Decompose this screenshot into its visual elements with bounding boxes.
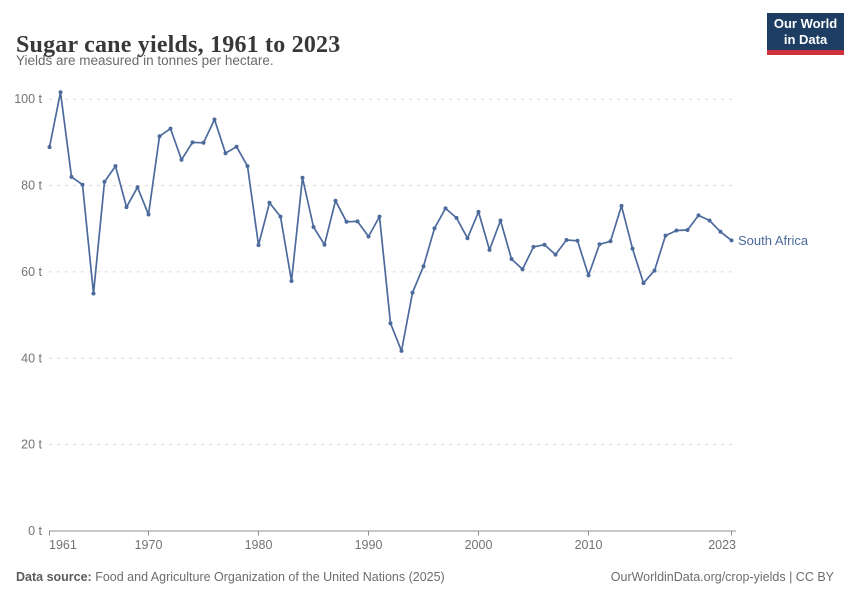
data-point[interactable]	[553, 252, 558, 257]
y-tick-label: 0 t	[28, 524, 42, 538]
data-point[interactable]	[476, 209, 481, 214]
data-point[interactable]	[113, 164, 118, 169]
data-point[interactable]	[630, 246, 635, 251]
data-point[interactable]	[498, 218, 503, 223]
data-point[interactable]	[124, 205, 129, 210]
x-tick-label: 1980	[245, 538, 273, 552]
data-point[interactable]	[333, 198, 338, 203]
data-line[interactable]	[48, 91, 733, 352]
data-point[interactable]	[278, 214, 283, 219]
data-point[interactable]	[377, 214, 382, 219]
x-tick-label: 1970	[135, 538, 163, 552]
data-point[interactable]	[421, 264, 426, 269]
data-point[interactable]	[388, 321, 393, 326]
y-tick-label: 40 t	[21, 351, 42, 365]
data-point[interactable]	[47, 145, 52, 150]
data-point[interactable]	[652, 268, 657, 273]
data-point[interactable]	[542, 242, 547, 247]
x-tick-label: 1961	[49, 538, 77, 552]
data-point[interactable]	[454, 215, 459, 220]
data-point[interactable]	[234, 144, 239, 149]
data-point[interactable]	[575, 238, 580, 243]
data-point[interactable]	[432, 226, 437, 231]
data-point[interactable]	[146, 212, 151, 217]
owid-logo-line1: Our World	[773, 16, 838, 31]
data-point[interactable]	[91, 291, 96, 296]
x-tick-label: 2023	[708, 538, 736, 552]
data-point[interactable]	[729, 238, 734, 243]
data-point[interactable]	[300, 175, 305, 180]
data-point[interactable]	[212, 117, 217, 122]
data-point[interactable]	[674, 228, 679, 233]
data-point[interactable]	[58, 90, 63, 95]
data-point[interactable]	[256, 243, 261, 248]
data-point[interactable]	[80, 182, 85, 187]
data-point[interactable]	[564, 238, 569, 242]
y-tick-label: 20 t	[21, 438, 42, 452]
page-title: Sugar cane yields, 1961 to 2023	[16, 32, 341, 59]
data-point[interactable]	[201, 140, 206, 145]
data-point[interactable]	[190, 140, 195, 145]
data-point[interactable]	[168, 126, 173, 131]
x-tick-label: 1990	[355, 538, 383, 552]
data-point[interactable]	[586, 273, 591, 278]
y-tick-label: 80 t	[21, 179, 42, 193]
data-point[interactable]	[135, 185, 140, 190]
data-point[interactable]	[641, 281, 646, 286]
page-subtitle: Yields are measured in tonnes per hectar…	[16, 53, 274, 68]
data-point[interactable]	[608, 239, 613, 244]
data-point[interactable]	[520, 267, 525, 272]
data-point[interactable]	[102, 179, 107, 184]
data-point[interactable]	[322, 242, 327, 247]
owid-logo-red-bar	[767, 50, 844, 55]
chart-footer: Data source: Food and Agriculture Organi…	[16, 570, 834, 584]
owid-logo-line2: in Data	[783, 32, 828, 47]
data-point[interactable]	[157, 134, 162, 139]
data-point[interactable]	[355, 219, 360, 224]
data-point[interactable]	[311, 225, 316, 229]
data-point[interactable]	[289, 279, 294, 283]
data-source-label: Data source:	[16, 570, 92, 584]
y-tick-label: 60 t	[21, 265, 42, 279]
data-point[interactable]	[366, 234, 371, 239]
data-point[interactable]	[685, 228, 690, 232]
data-point[interactable]	[509, 257, 514, 261]
data-source-note: Data source: Food and Agriculture Organi…	[16, 570, 445, 584]
data-point[interactable]	[718, 229, 723, 234]
data-point[interactable]	[399, 348, 404, 353]
x-tick-label: 2010	[575, 538, 603, 552]
data-source-text: Food and Agriculture Organization of the…	[91, 570, 445, 584]
data-point[interactable]	[69, 174, 74, 179]
data-point[interactable]	[245, 164, 250, 169]
data-point[interactable]	[223, 151, 228, 156]
y-tick-label: 100 t	[14, 92, 42, 106]
data-point[interactable]	[410, 290, 415, 295]
data-point[interactable]	[663, 233, 668, 238]
data-point[interactable]	[465, 236, 470, 241]
data-point[interactable]	[179, 157, 184, 162]
owid-logo[interactable]: Our World in Data	[767, 13, 844, 55]
owid-logo-text: Our World in Data	[767, 13, 844, 50]
credit-link[interactable]: OurWorldinData.org/crop-yields | CC BY	[610, 570, 834, 584]
data-point[interactable]	[619, 203, 624, 208]
data-point[interactable]	[443, 206, 448, 211]
data-point[interactable]	[344, 219, 349, 224]
data-point[interactable]	[696, 213, 701, 218]
series-label[interactable]: South Africa	[738, 233, 809, 248]
data-point[interactable]	[487, 247, 492, 252]
data-point[interactable]	[267, 200, 272, 205]
data-point[interactable]	[597, 242, 602, 247]
data-point[interactable]	[707, 218, 712, 223]
data-point[interactable]	[531, 244, 536, 249]
x-tick-label: 2000	[465, 538, 493, 552]
